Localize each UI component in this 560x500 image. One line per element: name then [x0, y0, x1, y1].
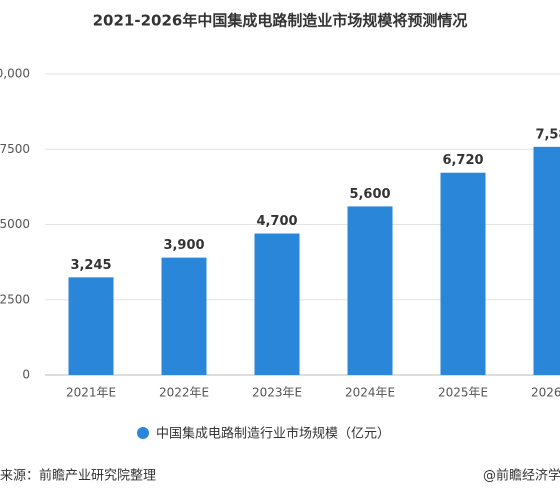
y-tick-label: 10,000 [0, 67, 30, 81]
y-tick-label: 7500 [0, 142, 30, 156]
value-label: 5,600 [349, 187, 390, 202]
value-label: 4,700 [256, 214, 297, 229]
x-tick-label: 2023年E [252, 386, 302, 400]
legend-swatch [137, 427, 149, 439]
x-tick-label: 2024年E [345, 386, 395, 400]
y-tick-label: 5000 [0, 217, 30, 231]
y-tick-label: 2500 [0, 292, 30, 306]
value-label: 6,720 [442, 153, 483, 168]
value-label: 7,580 [535, 127, 560, 142]
bar [68, 277, 114, 375]
bar [347, 206, 393, 375]
y-tick-label: 0 [22, 368, 30, 382]
value-label: 3,900 [163, 238, 204, 253]
bar [161, 257, 207, 375]
value-label: 3,245 [70, 258, 111, 273]
x-tick-label: 2022年E [159, 386, 209, 400]
chart-title: 2021-2026年中国集成电路制造业市场规模将预测情况 [93, 12, 468, 30]
credit: @前瞻经济学人 [483, 468, 560, 484]
x-tick-label: 2021年E [66, 386, 116, 400]
x-tick-label: 2025年E [438, 386, 488, 400]
bar [440, 172, 486, 375]
source-note: 资料来源：前瞻产业研究院整理 [0, 468, 156, 484]
x-tick-label: 2026年E [531, 386, 560, 400]
bar [533, 146, 560, 375]
bar [254, 233, 300, 375]
legend-label: 中国集成电路制造行业市场规模（亿元） [156, 426, 390, 442]
